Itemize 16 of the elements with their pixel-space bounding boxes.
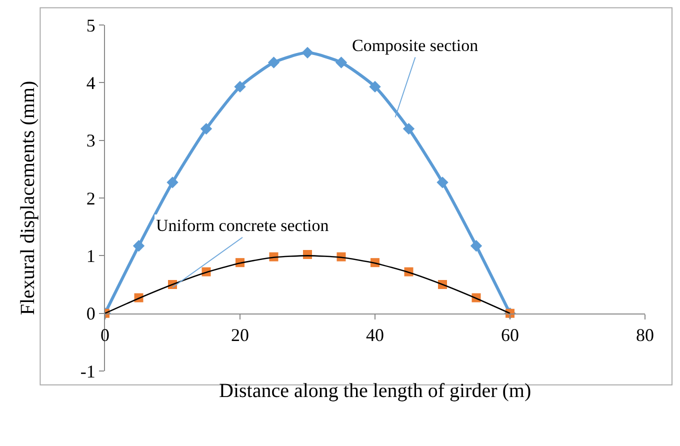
y-tick-label: 5 <box>86 15 96 36</box>
y-axis-title: Flexural displacements (mm) <box>16 80 39 316</box>
annotation: Uniform concrete section <box>156 216 330 235</box>
x-tick-label: 80 <box>636 324 654 345</box>
x-tick-label: 20 <box>231 324 249 345</box>
annotation: Composite section <box>352 36 479 55</box>
x-axis-title: Distance along the length of girder (m) <box>219 380 532 402</box>
y-tick-label: 4 <box>86 72 96 93</box>
x-tick-label: 60 <box>501 324 519 345</box>
x-tick-label: 0 <box>100 324 110 345</box>
y-tick-label: 1 <box>86 246 96 266</box>
y-tick-label: -1 <box>80 361 96 382</box>
y-tick-label: 2 <box>86 188 96 208</box>
y-tick-label: 0 <box>86 304 96 324</box>
x-tick-label: 40 <box>366 324 384 345</box>
y-tick-label: 3 <box>86 130 96 151</box>
